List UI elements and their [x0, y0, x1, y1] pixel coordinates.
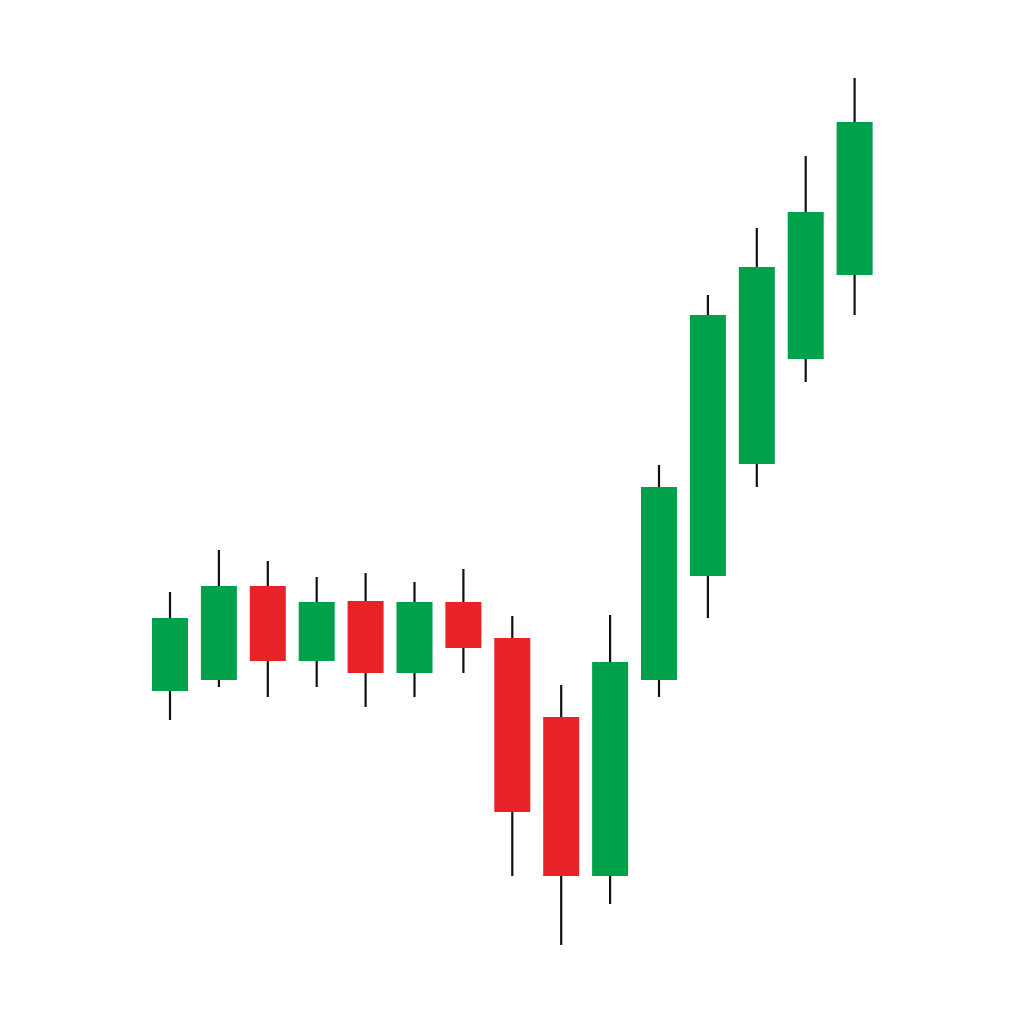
candle-13	[738, 228, 775, 487]
candle-body-bearish	[249, 586, 286, 661]
candle-body-bearish	[445, 602, 482, 648]
candle-1	[152, 592, 188, 720]
candle-body-bearish	[347, 601, 384, 673]
candle-body-bullish	[152, 618, 188, 691]
candle-7	[445, 569, 482, 673]
candle-body-bullish	[836, 122, 873, 275]
candle-body-bullish	[787, 212, 824, 359]
candle-body-bullish	[641, 487, 677, 680]
candle-body-bullish	[396, 602, 433, 673]
candle-body-bullish	[738, 267, 775, 464]
candle-9	[543, 685, 580, 945]
candle-body-bullish	[298, 602, 335, 661]
candle-body-bullish	[200, 586, 237, 680]
candle-body-bearish	[494, 638, 531, 812]
candle-15	[836, 78, 873, 315]
candle-12	[689, 295, 726, 618]
candle-4	[298, 577, 335, 687]
candle-2	[200, 550, 237, 687]
candle-3	[249, 561, 286, 697]
candle-14	[787, 156, 824, 382]
candle-6	[396, 582, 433, 697]
candle-body-bullish	[592, 662, 629, 876]
candle-body-bullish	[689, 315, 726, 576]
candle-5	[347, 573, 384, 707]
candle-10	[592, 615, 629, 904]
candle-11	[641, 465, 677, 697]
candle-body-bearish	[543, 717, 580, 876]
candle-8	[494, 616, 531, 876]
